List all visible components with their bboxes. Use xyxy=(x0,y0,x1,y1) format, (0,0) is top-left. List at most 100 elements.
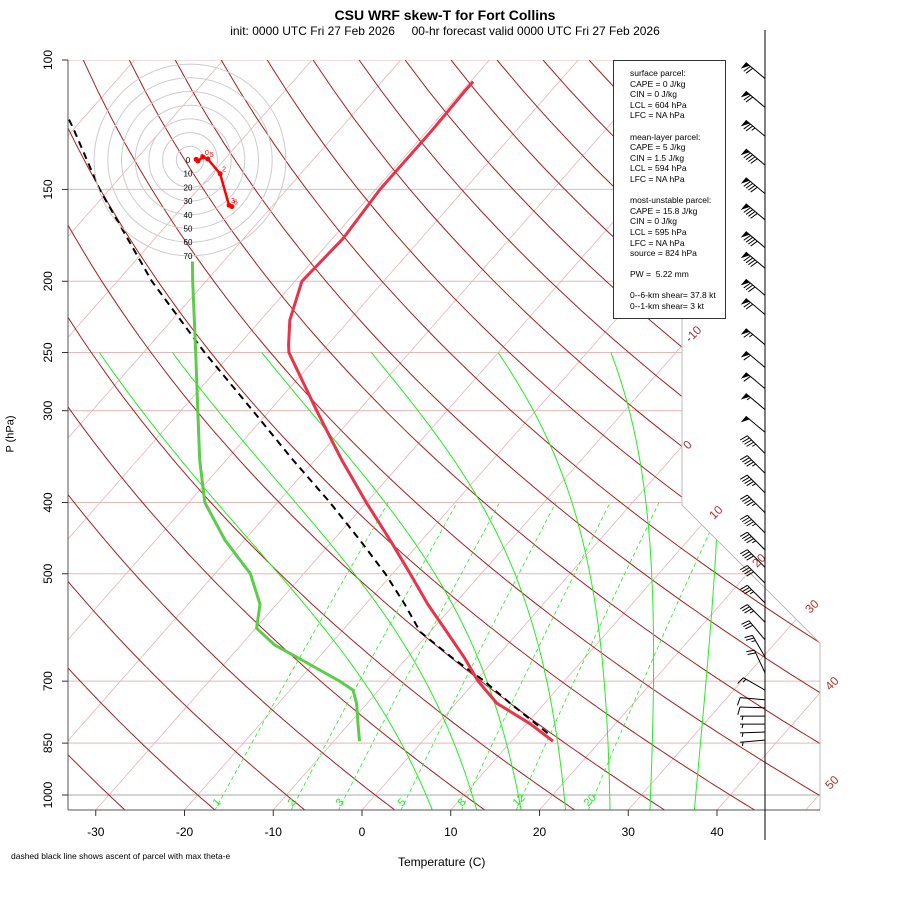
barb-half-feather xyxy=(752,443,757,447)
barb-staff xyxy=(743,677,766,691)
wind-barb xyxy=(740,715,765,721)
barb-staff xyxy=(746,435,766,454)
wind-barb xyxy=(739,565,766,584)
info-line: surface parcel: xyxy=(630,68,686,78)
barb-feather xyxy=(747,652,756,655)
hodograph-point xyxy=(200,154,206,160)
info-line: source = 824 hPa xyxy=(630,248,697,259)
info-line: 0--1-km shear= 3 kt xyxy=(630,301,704,312)
wind-barb xyxy=(739,474,766,494)
hodograph-ring xyxy=(175,145,205,175)
hodograph-point-label: 0 xyxy=(205,150,209,157)
hodograph-ring-label: 0 xyxy=(186,156,191,165)
barb-half-feather xyxy=(741,741,744,747)
mixing-ratio-line xyxy=(290,502,458,810)
barb-feather xyxy=(743,622,752,628)
hodograph-point xyxy=(205,156,211,162)
wind-barb xyxy=(740,723,765,729)
barb-feather xyxy=(745,236,754,243)
barb-staff xyxy=(753,649,766,674)
y-tick-label: 100 xyxy=(41,50,55,70)
dry-adiabat xyxy=(68,60,486,810)
wind-barb xyxy=(737,677,766,691)
barb-feather xyxy=(748,238,756,245)
x-tick-label: -20 xyxy=(176,825,194,839)
dry-adiabat xyxy=(266,60,820,810)
parcel-info-box: surface parcel: CAPE = 0 J/kg CIN = 0 J/… xyxy=(613,60,726,319)
barb-feather xyxy=(745,96,754,103)
wind-barb xyxy=(744,634,766,658)
barb-feather xyxy=(743,376,751,382)
barb-feather xyxy=(744,553,752,559)
wind-barb xyxy=(740,203,766,221)
info-line: PW = 5.22 mm xyxy=(630,269,689,280)
isotherm-label: 40 xyxy=(822,674,842,694)
x-tick-label: 10 xyxy=(444,825,458,839)
barb-pennant xyxy=(740,328,750,335)
barb-feather xyxy=(746,481,754,487)
barb-staff xyxy=(746,584,766,604)
y-tick-label: 1000 xyxy=(41,781,55,808)
parcel-ascent-line xyxy=(68,78,549,734)
barb-staff xyxy=(746,565,766,584)
barb-feather xyxy=(746,441,754,447)
x-tick-label: 20 xyxy=(533,825,547,839)
wind-barb xyxy=(739,435,766,454)
wind-barb xyxy=(740,119,766,137)
mixing-ratio-line xyxy=(214,502,389,810)
moist-adiabat xyxy=(693,352,721,810)
hodograph-ring xyxy=(121,91,259,229)
barb-feather xyxy=(744,536,752,542)
barb-feather xyxy=(746,461,754,467)
info-line: CIN = 1.5 J/kg xyxy=(630,152,685,163)
barb-feather xyxy=(745,624,754,630)
barb-staff xyxy=(746,474,766,494)
barb-feather xyxy=(743,301,751,308)
barb-feather xyxy=(743,152,751,159)
barb-feather xyxy=(750,213,758,219)
barb-staff xyxy=(746,494,766,514)
barb-feather xyxy=(743,123,751,130)
barb-feather xyxy=(748,211,756,217)
barb-pennant xyxy=(740,177,750,184)
mixing-ratio-line xyxy=(587,502,724,810)
barb-feather xyxy=(739,494,748,500)
barb-feather xyxy=(748,156,756,163)
wind-barb xyxy=(740,739,766,747)
barb-feather xyxy=(744,459,752,465)
isotherm xyxy=(272,60,820,810)
isotherm xyxy=(68,60,490,810)
dry-adiabat xyxy=(312,60,820,810)
barb-half-feather xyxy=(751,640,756,643)
info-line: mean-layer parcel: xyxy=(630,131,701,142)
barb-feather xyxy=(739,514,748,520)
dry-adiabat xyxy=(358,60,820,810)
barb-half-feather xyxy=(752,503,757,507)
y-tick-label: 300 xyxy=(41,400,55,420)
moist-adiabat xyxy=(98,352,433,810)
hodograph-point-label: 2 xyxy=(222,167,226,174)
moist-adiabat xyxy=(610,352,655,810)
wind-barb xyxy=(740,328,766,346)
barb-feather xyxy=(742,457,750,463)
barb-half-feather xyxy=(749,591,754,595)
y-tick-label: 250 xyxy=(41,342,55,362)
barb-staff xyxy=(740,739,766,743)
barb-half-feather xyxy=(749,610,754,614)
temperature-line xyxy=(287,80,554,743)
barb-feather xyxy=(739,455,748,461)
barb-feather xyxy=(745,125,754,132)
barb-staff xyxy=(746,514,766,534)
hodograph-ring-label: 60 xyxy=(184,238,193,247)
info-line: LFC = NA hPa xyxy=(630,110,685,121)
hodograph-ring xyxy=(162,132,218,188)
hodograph-ring xyxy=(148,118,232,202)
y-tick-label: 700 xyxy=(41,671,55,691)
wind-barb xyxy=(740,90,766,108)
hodograph-ring-label: 70 xyxy=(184,252,193,261)
barb-staff xyxy=(739,706,766,709)
isotherm xyxy=(68,60,668,810)
barb-feather xyxy=(739,549,748,555)
hodograph-point-label: 3 xyxy=(231,198,235,205)
barb-feather xyxy=(742,587,750,593)
